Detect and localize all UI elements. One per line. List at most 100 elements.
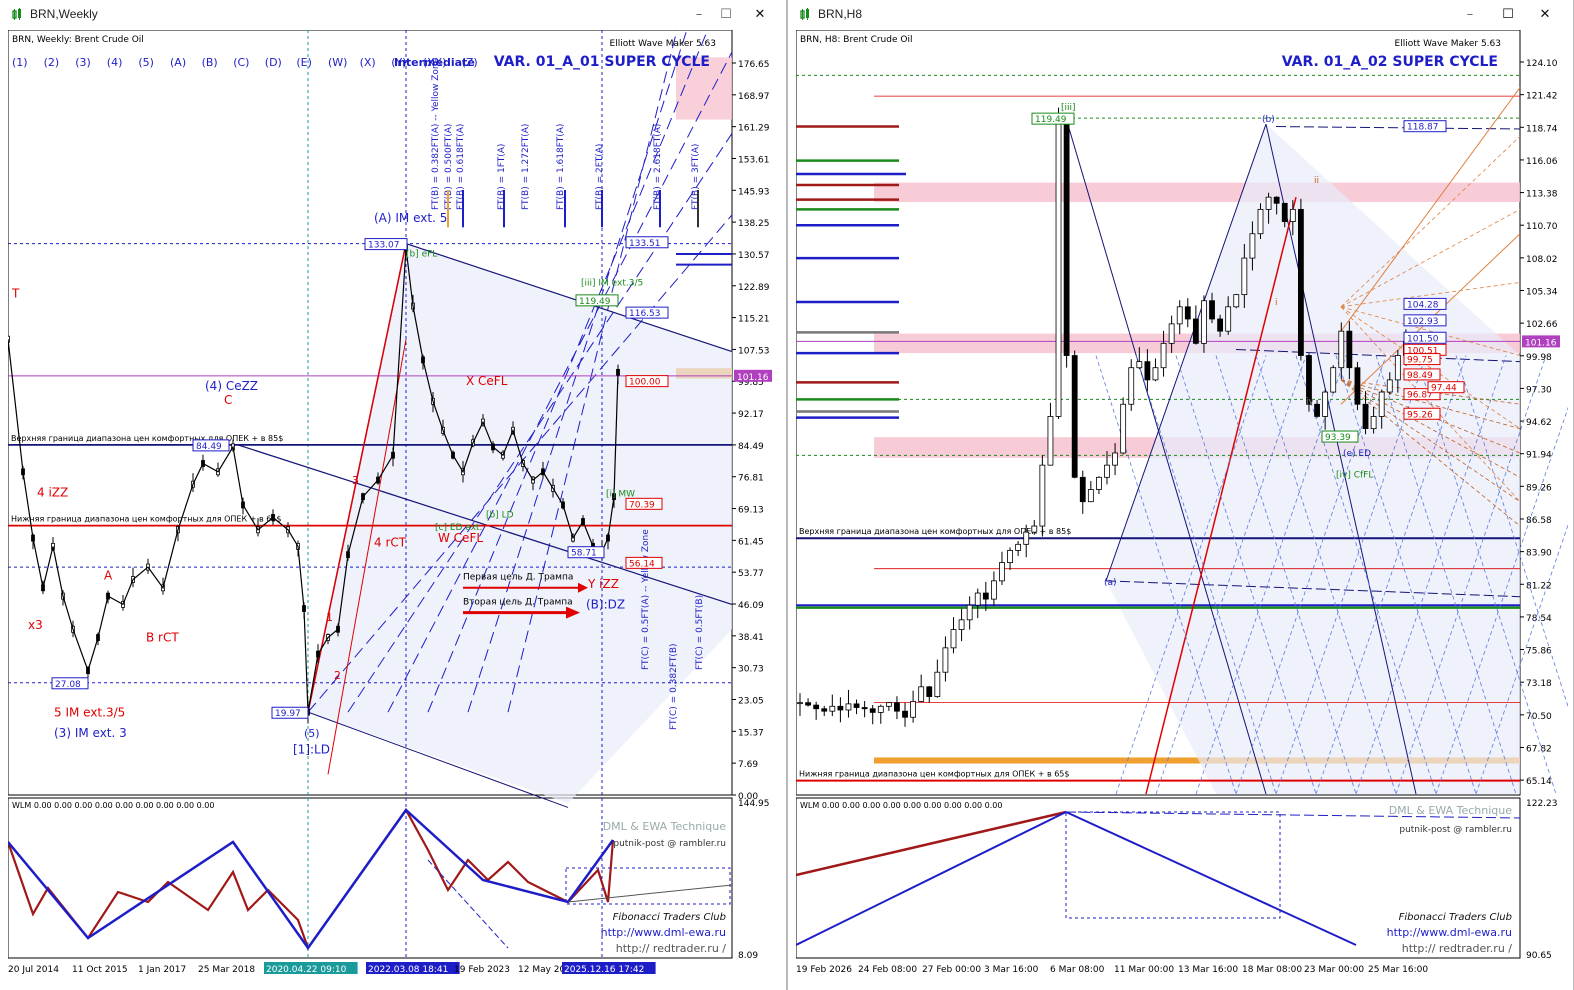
- window-title: BRN,H8: [818, 7, 863, 21]
- candle-body: [1378, 391, 1385, 417]
- date-label: 11 Oct 2015: [72, 965, 128, 975]
- price-path: [7, 247, 619, 713]
- wave-label-bdz: (B):DZ: [586, 598, 625, 612]
- channel-lower: [307, 711, 569, 808]
- window-titlebar[interactable]: BRN,H8 – ☐ ✕: [788, 0, 1573, 30]
- date-label: 2020.04.22 09:10: [266, 965, 347, 975]
- orange-fan: [1340, 306, 1521, 502]
- wave-degree-button[interactable]: (C): [233, 56, 249, 69]
- grid-diag: [1475, 506, 1574, 795]
- wave-degree-button[interactable]: (D): [265, 56, 282, 69]
- price-tick-label: 110.70: [1526, 222, 1558, 232]
- wave-degree-button[interactable]: (A): [170, 56, 186, 69]
- current-price-marker: [1522, 335, 1560, 348]
- minimize-button[interactable]: –: [1466, 7, 1474, 22]
- wave-degree-button[interactable]: (4): [107, 56, 123, 69]
- arrow-head: [578, 582, 588, 593]
- close-button[interactable]: ✕: [754, 7, 766, 22]
- maximize-button[interactable]: ☐: [1502, 7, 1514, 22]
- wave-degree-button[interactable]: (B): [202, 56, 218, 69]
- price-tick-label: 75.86: [1526, 647, 1552, 657]
- wave-label-ii: ii: [1314, 176, 1319, 186]
- candle-body: [1297, 208, 1304, 356]
- candle-body: [1144, 361, 1151, 381]
- price-box-green: 119.49: [579, 297, 611, 307]
- price-box: 133.51: [629, 239, 661, 249]
- fib-projection-label: FT(C) = 0.5FT(A) -- Yellow Zone: [641, 529, 651, 670]
- candle-body: [805, 702, 811, 706]
- watermark-email: putnik-post @ rambler.ru: [613, 839, 726, 849]
- date-highlight: [562, 962, 656, 974]
- date-label: 23 Mar 00:00: [1304, 965, 1364, 975]
- channel-upper: [405, 243, 733, 353]
- price-box-red-box: [1403, 388, 1441, 401]
- date-label: 3 Mar 16:00: [984, 965, 1039, 975]
- wave-label-A: (A) IM ext. 5: [374, 211, 447, 225]
- watermark-email: putnik-post @ rambler.ru: [1399, 825, 1512, 835]
- price-zone: [874, 182, 1520, 203]
- wave-degree-button[interactable]: (1): [12, 56, 28, 69]
- wave-degree-button[interactable]: (3): [75, 56, 91, 69]
- price-tick-label: 92.17: [738, 410, 764, 420]
- price-box-high: 133.07: [368, 241, 400, 251]
- wave-degree-button[interactable]: (X): [360, 56, 376, 69]
- price-tick-label: 73.18: [1526, 679, 1552, 689]
- maximize-button[interactable]: ☐: [720, 7, 732, 22]
- wave-degree-button[interactable]: (2): [44, 56, 60, 69]
- price-box-green: 93.39: [1325, 433, 1351, 443]
- h8-chart-window[interactable]: BRN,H8 – ☐ ✕ 124.10 121.42 118.74 116.06 113…: [787, 0, 1574, 990]
- date-label: 2022.03.08 18:41: [368, 965, 448, 975]
- candle-body: [853, 703, 860, 708]
- price-box: 118.87: [1407, 123, 1439, 133]
- wave-degree-button[interactable]: (E): [296, 56, 312, 69]
- weekly-chart-canvas[interactable]: 176.65 168.97 161.29 153.61 145.93 138.25 130.…: [6, 0, 780, 985]
- wave-degree-button[interactable]: (XX): [423, 56, 447, 69]
- minimize-button[interactable]: –: [695, 7, 703, 22]
- wave-degree-button[interactable]: (Z): [462, 56, 478, 69]
- wlm-trend: [567, 884, 733, 903]
- price-tick-label: 91.94: [1526, 451, 1552, 461]
- wave-label-iii: [iii]: [1061, 103, 1076, 113]
- wave-degree-button[interactable]: (5): [138, 56, 154, 69]
- h8-chart-canvas[interactable]: 124.10 121.42 118.74 116.06 113.38 110.70 108.…: [795, 29, 1574, 985]
- candle-body: [942, 647, 949, 673]
- fib-projection-label: FT(B) = 3FT(A): [691, 144, 701, 210]
- trump-target-1: Первая цель Д. Трампа: [463, 573, 573, 583]
- close-button[interactable]: ✕: [1539, 7, 1551, 22]
- candle-body: [1249, 233, 1256, 259]
- candle-body: [813, 704, 820, 710]
- price-tick-label: 145.93: [738, 187, 770, 197]
- price-tick-label: 61.45: [738, 537, 764, 547]
- price-tick-label: 94.62: [1526, 418, 1552, 428]
- date-highlight: [366, 962, 460, 974]
- wave-degree-button[interactable]: (Y): [391, 56, 406, 69]
- fib-projection-label: FT(B) = 0.382FT(A) -- Yellow Zone: [431, 57, 441, 210]
- wave-degree-button[interactable]: (W): [328, 56, 347, 69]
- candle-body: [1265, 196, 1272, 210]
- weekly-price-chart[interactable]: 176.65168.97161.29153.61145.93138.25130.…: [6, 0, 780, 985]
- candle-body: [999, 562, 1005, 582]
- candle-body: [1233, 294, 1240, 308]
- candle-body: [1225, 306, 1232, 332]
- weekly-chart-window[interactable]: BRN,Weekly – ☐ ✕ 176.65 168.97 161.29 153.6…: [0, 0, 787, 990]
- candle-body: [1201, 300, 1207, 344]
- trump-target-2: Вторая цель Д. Трампа: [463, 597, 573, 607]
- sub-tick-label: 122.23: [1526, 799, 1558, 809]
- h8-price-chart[interactable]: 124.10 121.42 118.74 116.06 113.38 110.70 108.…: [795, 29, 1574, 985]
- candle-body: [1330, 367, 1337, 393]
- candle-body: [1079, 476, 1086, 503]
- wave-label-4: (4) CeZZ: [205, 379, 258, 393]
- orange-fan: [1340, 306, 1521, 429]
- price-box-green: 119.49: [1035, 115, 1067, 125]
- candle-body: [1120, 403, 1127, 454]
- price-box: 58.71: [571, 549, 597, 559]
- price-tick-label: 161.29: [738, 124, 770, 134]
- price-box: 84.49: [196, 442, 222, 452]
- opec-lower-label: Нижняя граница диапазона цен комфортных …: [799, 770, 1069, 779]
- symbol-label: BRN, Weekly: Brent Crude Oil: [12, 35, 144, 45]
- current-price-marker: [734, 369, 772, 382]
- pitchfork-area: [1106, 124, 1520, 795]
- window-titlebar[interactable]: BRN,Weekly – ☐ ✕: [0, 0, 786, 30]
- wlm-dash: [1065, 811, 1521, 819]
- current-price-label: 101.16: [1525, 338, 1557, 348]
